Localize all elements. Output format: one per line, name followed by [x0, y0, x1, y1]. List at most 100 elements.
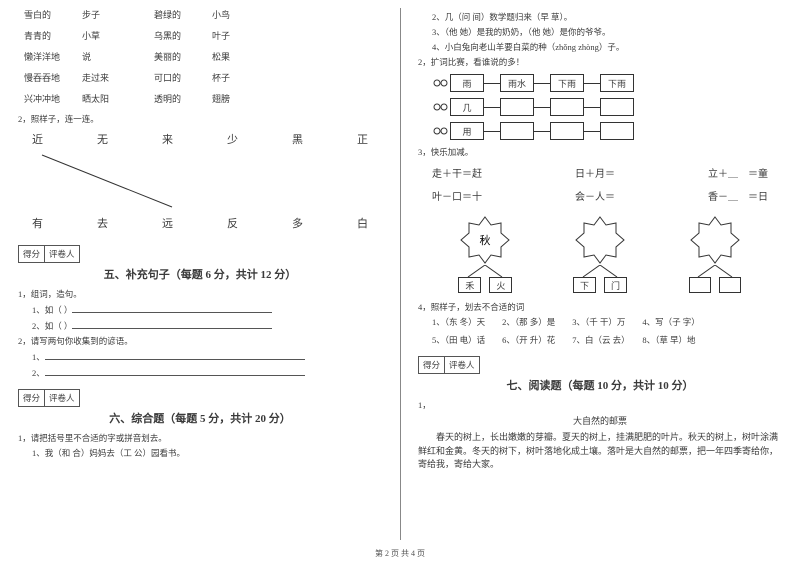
- star-child: 禾: [458, 277, 481, 293]
- match-c: 美丽的: [154, 50, 212, 63]
- s7-body: 春天的树上，长出嫩嫩的芽瓣。夏天的树上，挂满肥肥的叶片。秋天的树上，树叶涂满鲜红…: [418, 431, 782, 472]
- chain-box: [500, 98, 534, 116]
- score-box-5: 得分 评卷人: [18, 245, 382, 263]
- r-q4-items2: 5、（田 电）话 6、（开 升）花 7、白（云 去） 8、（草 早）地: [432, 334, 782, 346]
- bead-icon: [432, 122, 450, 140]
- chain-box: [500, 122, 534, 140]
- line-prompt: 2，照样子，连一连。: [18, 113, 382, 125]
- match-b: 小草: [82, 29, 154, 42]
- star-child: [689, 277, 711, 293]
- star-lines: [573, 265, 627, 277]
- eq-row1: 走＋干＝赶 日＋月＝ 立＋＿ ＝童: [418, 161, 782, 184]
- r-line3: 3、（他 她）是我的奶奶，（他 她）是你的爷爷。: [432, 26, 782, 38]
- word-chain-row: 用: [432, 122, 782, 140]
- match-c: 乌黑的: [154, 29, 212, 42]
- star-icon: [573, 215, 627, 265]
- bottom-char-row: 有 去 远 反 多 白: [18, 215, 382, 231]
- chain-box: [550, 122, 584, 140]
- score-cell: 得分: [18, 389, 45, 407]
- page-footer: 第 2 页 共 4 页: [0, 548, 800, 559]
- match-row: 雪白的 步子 碧绿的 小鸟: [24, 8, 382, 21]
- chain-box: [550, 98, 584, 116]
- chain-head: 雨: [450, 74, 484, 92]
- column-divider: [400, 8, 401, 540]
- star-child: [719, 277, 741, 293]
- match-d: 翅膀: [212, 92, 230, 105]
- star-icon: 秋: [458, 215, 512, 265]
- char: 黑: [292, 131, 303, 147]
- top-char-row: 近 无 来 少 黑 正: [18, 131, 382, 147]
- s5-q1b: 2、如（ ）: [32, 319, 382, 332]
- r-line4: 4、小白兔向老山羊要白菜的种（zhǒng zhòng）子。: [432, 41, 782, 53]
- match-b: 走过来: [82, 71, 154, 84]
- char: 远: [162, 215, 173, 231]
- section5-title: 五、补充句子（每题 6 分，共计 12 分）: [18, 266, 382, 282]
- r-q2-title: 2，扩词比赛，看谁说的多！: [418, 56, 782, 68]
- match-d: 小鸟: [212, 8, 230, 21]
- match-row: 懒洋洋地 说 美丽的 松果: [24, 50, 382, 63]
- char: 白: [357, 215, 368, 231]
- match-a: 慢吞吞地: [24, 71, 82, 84]
- left-column: 雪白的 步子 碧绿的 小鸟 青青的 小草 乌黑的 叶子 懒洋洋地 说 美丽的 松…: [0, 0, 400, 540]
- match-c: 可口的: [154, 71, 212, 84]
- bead-icon: [432, 98, 450, 116]
- score-box-7: 得分 评卷人: [418, 356, 782, 374]
- match-d: 松果: [212, 50, 230, 63]
- grader-cell: 评卷人: [45, 389, 80, 407]
- match-c: 透明的: [154, 92, 212, 105]
- s5-q2a-text: 1、: [32, 352, 45, 362]
- match-a: 青青的: [24, 29, 82, 42]
- match-row: 青青的 小草 乌黑的 叶子: [24, 29, 382, 42]
- char: 正: [357, 131, 368, 147]
- match-block: 雪白的 步子 碧绿的 小鸟 青青的 小草 乌黑的 叶子 懒洋洋地 说 美丽的 松…: [24, 8, 382, 105]
- s5-q1b-text: 2、如（ ）: [32, 321, 72, 331]
- star-row: 秋 禾 火 下 门: [418, 215, 782, 293]
- char: 反: [227, 215, 238, 231]
- eq: 日＋月＝: [575, 165, 615, 180]
- s6-q1a: 1、我（和 合）妈妈去（工 公）园看书。: [32, 447, 382, 459]
- star-child: 门: [604, 277, 627, 293]
- r-q4-title: 4，照样子，划去不合适的词: [418, 301, 782, 313]
- s6-q1: 1，请把括号里不合适的字或拼音划去。: [18, 432, 382, 444]
- star-group: 下 门: [573, 215, 627, 293]
- s7-q1: 1，: [418, 399, 782, 411]
- score-box-6: 得分 评卷人: [18, 389, 382, 407]
- match-d: 叶子: [212, 29, 230, 42]
- chain-box: 雨水: [500, 74, 534, 92]
- score-cell: 得分: [18, 245, 45, 263]
- s5-q2: 2，请写两句你收集到的谚语。: [18, 335, 382, 347]
- star-group: 秋 禾 火: [458, 215, 512, 293]
- star-child: 火: [489, 277, 512, 293]
- chain-head: 几: [450, 98, 484, 116]
- star-lines: [688, 265, 742, 277]
- match-b: 步子: [82, 8, 154, 21]
- char: 来: [162, 131, 173, 147]
- word-chain-block: 雨 雨水 下雨 下雨 几 用: [418, 74, 782, 140]
- match-b: 晒太阳: [82, 92, 154, 105]
- s7-subtitle: 大自然的邮票: [418, 414, 782, 427]
- bead-icon: [432, 74, 450, 92]
- chain-head: 用: [450, 122, 484, 140]
- eq: 走＋干＝赶: [432, 165, 482, 180]
- match-c: 碧绿的: [154, 8, 212, 21]
- section6-title: 六、综合题（每题 5 分，共计 20 分）: [18, 410, 382, 426]
- match-a: 雪白的: [24, 8, 82, 21]
- char: 去: [97, 215, 108, 231]
- char: 无: [97, 131, 108, 147]
- right-column: 2、几（问 间）数学题归来（早 草）。 3、（他 她）是我的奶奶，（他 她）是你…: [400, 0, 800, 540]
- s5-q2b-text: 2、: [32, 368, 45, 378]
- s5-q1a-text: 1、如（ ）: [32, 305, 72, 315]
- eq: 香－＿ ＝日: [708, 188, 768, 203]
- match-a: 懒洋洋地: [24, 50, 82, 63]
- grader-cell: 评卷人: [445, 356, 480, 374]
- connect-line-svg: [18, 153, 358, 209]
- chain-box: [600, 122, 634, 140]
- eq: 会－人＝: [575, 188, 615, 203]
- char: 多: [292, 215, 303, 231]
- grader-cell: 评卷人: [45, 245, 80, 263]
- match-d: 杯子: [212, 71, 230, 84]
- s5-q1a: 1、如（ ）: [32, 303, 382, 316]
- r-line2: 2、几（问 间）数学题归来（早 草）。: [432, 11, 782, 23]
- eq-row2: 叶－口＝十 会－人＝ 香－＿ ＝日: [418, 184, 782, 207]
- star-lines: [458, 265, 512, 277]
